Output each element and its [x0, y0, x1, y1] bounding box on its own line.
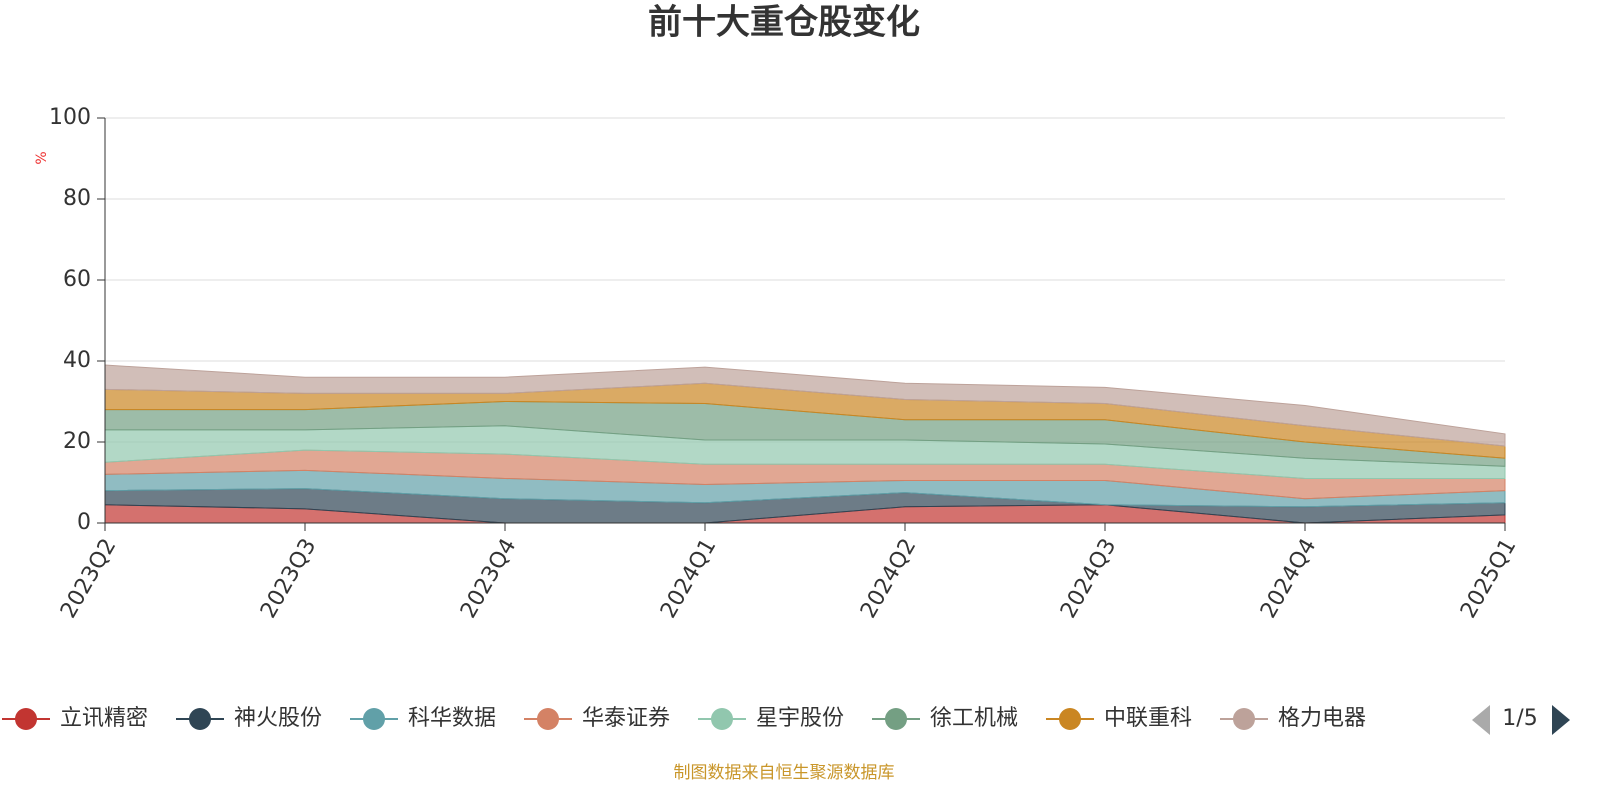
legend-page: 1/5 [1502, 706, 1537, 731]
legend-mask [1440, 695, 1600, 745]
x-tick-label: 2023Q3 [256, 535, 321, 623]
legend-marker[interactable] [885, 708, 907, 730]
legend-label[interactable]: 立讯精密 [60, 706, 148, 731]
x-tick-label: 2024Q3 [1056, 535, 1121, 623]
x-tick-label: 2023Q4 [456, 535, 521, 623]
legend-label[interactable]: 格力电器 [1278, 706, 1366, 731]
legend-label[interactable]: 华泰证券 [582, 706, 670, 731]
y-tick-label: 20 [63, 429, 91, 454]
legend-marker[interactable] [711, 708, 733, 730]
y-tick-label: 40 [63, 348, 91, 373]
y-tick-label: 60 [63, 267, 91, 292]
legend-label[interactable]: 徐工机械 [930, 706, 1018, 731]
legend-marker[interactable] [189, 708, 211, 730]
x-tick-label: 2024Q1 [656, 535, 721, 623]
x-tick-label: 2024Q4 [1256, 535, 1321, 623]
legend-marker[interactable] [1233, 708, 1255, 730]
x-tick-label: 2025Q1 [1456, 535, 1521, 623]
legend-label[interactable]: 中联重科 [1104, 706, 1192, 731]
y-axis-label: % [34, 151, 50, 164]
y-tick-label: 100 [49, 105, 91, 130]
chart-title: 前十大重仓股变化 [648, 3, 920, 43]
y-tick-label: 0 [77, 510, 91, 535]
legend-marker[interactable] [15, 708, 37, 730]
legend-marker[interactable] [1059, 708, 1081, 730]
legend-marker[interactable] [363, 708, 385, 730]
legend-label[interactable]: 科华数据 [408, 706, 496, 731]
x-tick-label: 2024Q2 [856, 535, 921, 623]
area [104, 364, 1506, 447]
legend-next[interactable] [1552, 705, 1570, 735]
legend-label[interactable]: 星宇股份 [756, 706, 844, 731]
legend-label[interactable]: 神火股份 [234, 706, 322, 731]
source-note: 制图数据来自恒生聚源数据库 [674, 763, 895, 783]
legend-prev[interactable] [1472, 705, 1490, 735]
legend-marker[interactable] [537, 708, 559, 730]
x-tick-label: 2023Q2 [56, 535, 121, 623]
y-tick-label: 80 [63, 186, 91, 211]
